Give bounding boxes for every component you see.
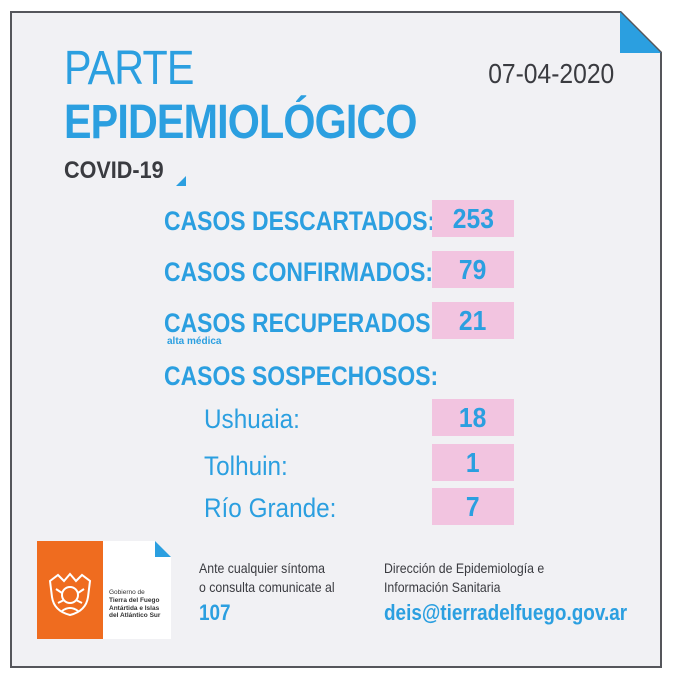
bulletin-card: PARTE EPIDEMIOLÓGICO 07-04-2020 COVID-19… — [10, 11, 662, 668]
descartados-value-box: 253 — [432, 200, 514, 237]
city-label-ushuaia: Ushuaia: — [204, 404, 300, 434]
logo-text: Gobierno de Tierra del Fuego Antártida e… — [109, 589, 161, 620]
rio-grande-value-box: 7 — [432, 488, 514, 525]
corner-fold-icon — [620, 11, 662, 53]
tolhuin-value-box: 1 — [432, 444, 514, 481]
email-link[interactable]: deis@tierradelfuego.gov.ar — [384, 600, 628, 625]
confirmados-value-box: 79 — [432, 251, 514, 288]
rio-grande-value: 7 — [466, 490, 480, 522]
descartados-label: CASOS DESCARTADOS: — [164, 206, 436, 236]
logo-fold-icon — [155, 541, 171, 557]
recuperados-label: CASOS RECUPERADOS: — [164, 308, 439, 338]
triangle-icon — [176, 176, 186, 186]
symptom-text-line2: o consulta comunicate al — [199, 579, 335, 595]
department-line1: Dirección de Epidemiología e — [384, 560, 545, 576]
ushuaia-value: 18 — [459, 401, 487, 433]
symptom-text-line1: Ante cualquier síntoma — [199, 560, 326, 576]
recuperados-value-box: 21 — [432, 302, 514, 339]
page-title-line2: EPIDEMIOLÓGICO — [64, 96, 417, 149]
confirmados-label: CASOS CONFIRMADOS: — [164, 257, 434, 287]
sospechosos-label: CASOS SOSPECHOSOS: — [164, 361, 439, 391]
ushuaia-value-box: 18 — [432, 399, 514, 436]
confirmados-value: 79 — [459, 253, 487, 285]
recuperados-note: alta médica — [167, 336, 222, 347]
city-label-rio-grande: Río Grande: — [204, 493, 337, 523]
tolhuin-value: 1 — [466, 446, 480, 478]
page-subtitle: COVID-19 — [64, 157, 164, 184]
government-logo: Gobierno de Tierra del Fuego Antártida e… — [37, 541, 171, 639]
descartados-value: 253 — [452, 202, 494, 234]
recuperados-value: 21 — [459, 304, 487, 336]
report-date: 07-04-2020 — [487, 58, 614, 89]
phone-number[interactable]: 107 — [199, 600, 231, 625]
department-line2: Información Sanitaria — [384, 579, 501, 595]
provincial-emblem-icon — [48, 572, 92, 617]
city-label-tolhuin: Tolhuin: — [204, 451, 288, 481]
page-title-line1: PARTE — [64, 42, 194, 95]
